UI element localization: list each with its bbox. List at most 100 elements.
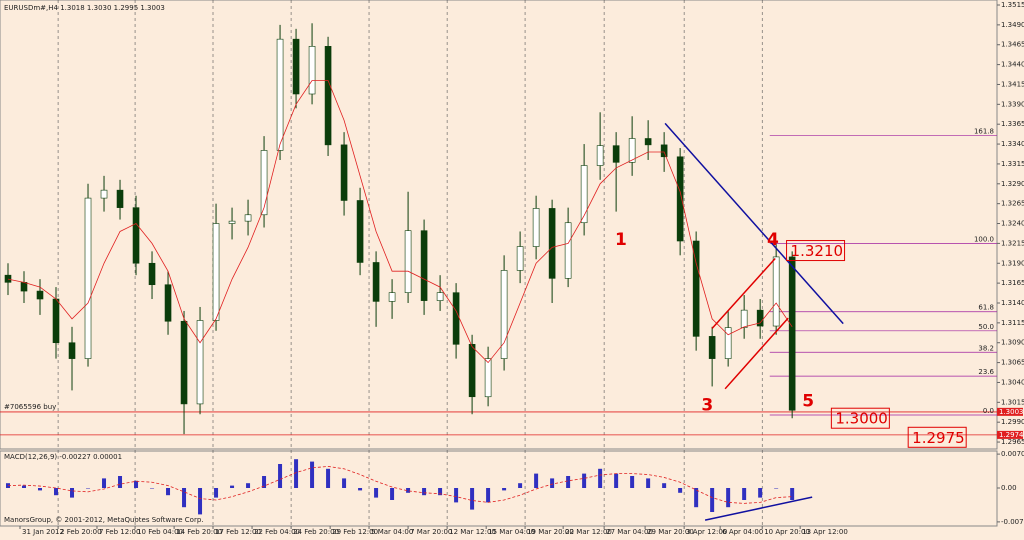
macd-bar bbox=[246, 483, 251, 488]
macd-bar bbox=[342, 478, 347, 488]
candle-body bbox=[740, 309, 748, 328]
candle-body bbox=[116, 189, 124, 208]
candle-body bbox=[580, 165, 588, 224]
price-box bbox=[786, 240, 846, 262]
macd-bar bbox=[294, 459, 299, 488]
candle-body bbox=[100, 189, 108, 199]
y2-tick-label: 0.00 bbox=[1001, 484, 1017, 492]
macd-bar bbox=[646, 478, 651, 488]
macd-bar bbox=[326, 468, 331, 488]
price-tag-label: 1.2974 bbox=[999, 431, 1024, 439]
macd-bar bbox=[662, 483, 667, 488]
macd-bar bbox=[102, 478, 107, 488]
macd-trendline bbox=[704, 496, 813, 521]
trendline bbox=[711, 257, 776, 329]
macd-bar bbox=[486, 488, 491, 503]
price-tag bbox=[997, 430, 1023, 439]
x-tick-label: 22 Mar 12:00 bbox=[565, 528, 612, 536]
candle-body bbox=[196, 320, 204, 405]
y-tick-label: 1.2965 bbox=[1001, 438, 1024, 446]
macd-bar bbox=[230, 485, 235, 488]
macd-bar bbox=[710, 488, 715, 512]
footer: ManorsGroup, © 2001-2012, MetaQuotes Sof… bbox=[4, 516, 204, 524]
candle-body bbox=[324, 46, 332, 146]
y-tick-label: 1.3090 bbox=[1001, 339, 1024, 347]
y-tick-label: 1.3290 bbox=[1001, 180, 1024, 188]
macd-bar bbox=[86, 488, 91, 489]
y-tick-label: 1.3140 bbox=[1001, 299, 1024, 307]
candle-body bbox=[708, 336, 716, 359]
macd-bar bbox=[550, 478, 555, 488]
candle-body bbox=[132, 207, 140, 264]
x-tick-label: 13 Apr 12:00 bbox=[802, 528, 848, 536]
candle-body bbox=[564, 222, 572, 279]
y-tick-label: 1.3215 bbox=[1001, 239, 1024, 247]
candle-body bbox=[756, 309, 764, 327]
wave-label: 5 bbox=[802, 392, 814, 412]
trendline bbox=[724, 317, 789, 390]
x-tick-label: 12 Mar 12:00 bbox=[449, 528, 496, 536]
macd-bar bbox=[70, 488, 75, 498]
y-tick-label: 1.3040 bbox=[1001, 378, 1024, 386]
macd-bar bbox=[502, 488, 507, 491]
x-tick-label: 22 Feb 04:00 bbox=[254, 528, 300, 536]
macd-bar bbox=[214, 488, 219, 498]
candle-body bbox=[436, 292, 444, 301]
x-tick-label: 6 Apr 04:00 bbox=[722, 528, 763, 536]
macd-bar bbox=[406, 488, 411, 493]
candle-body bbox=[676, 156, 684, 242]
candle-body bbox=[340, 144, 348, 201]
macd-bar bbox=[774, 488, 779, 489]
y-tick-label: 1.2990 bbox=[1001, 418, 1024, 426]
macd-bar bbox=[38, 488, 43, 491]
macd-bar bbox=[438, 488, 443, 496]
macd-bar bbox=[454, 488, 459, 503]
candle-body bbox=[180, 320, 188, 405]
candle-body bbox=[532, 208, 540, 247]
candle-body bbox=[164, 284, 172, 322]
y-tick-label: 1.3190 bbox=[1001, 259, 1024, 267]
macd-bar bbox=[262, 476, 267, 488]
macd-bar bbox=[374, 488, 379, 498]
x-tick-label: 5 Mar 04:00 bbox=[371, 528, 413, 536]
x-tick-label: 14 Feb 20:00 bbox=[176, 528, 222, 536]
candle-body bbox=[20, 282, 28, 292]
y2-tick-label: 0.00706 bbox=[1001, 450, 1024, 458]
fib-label: 100.0 bbox=[974, 235, 994, 243]
macd-bar bbox=[678, 488, 683, 493]
fib-label: 61.8 bbox=[978, 304, 994, 312]
x-tick-label: 10 Feb 04:00 bbox=[137, 528, 183, 536]
price-tag-label: 1.3003 bbox=[999, 408, 1024, 416]
candle-body bbox=[372, 262, 380, 302]
candle-body bbox=[308, 46, 316, 95]
macd-bar bbox=[518, 483, 523, 488]
macd-bar bbox=[390, 488, 395, 500]
macd-bar bbox=[742, 488, 747, 500]
x-tick-label: 31 Jan 2012 bbox=[22, 528, 64, 536]
macd-bar bbox=[278, 464, 283, 488]
y-tick-label: 1.3315 bbox=[1001, 160, 1024, 168]
price-box bbox=[830, 407, 890, 429]
price-box-label: 1.3210 bbox=[791, 242, 844, 260]
macd-bar bbox=[118, 476, 123, 488]
candle-body bbox=[500, 270, 508, 359]
macd-bar bbox=[22, 485, 27, 488]
macd-bar bbox=[582, 473, 587, 488]
x-tick-label: 3 Apr 12:00 bbox=[686, 528, 727, 536]
candle-body bbox=[660, 144, 668, 158]
fib-label: 0.0 bbox=[983, 407, 994, 415]
candle-body bbox=[516, 246, 524, 271]
candle-body bbox=[84, 197, 92, 359]
y-tick-label: 1.3490 bbox=[1001, 21, 1024, 29]
y-tick-label: 1.3065 bbox=[1001, 359, 1024, 367]
candle-body bbox=[4, 274, 12, 283]
macd-bar bbox=[758, 488, 763, 498]
fib-label: 38.2 bbox=[978, 344, 994, 352]
macd-bar bbox=[150, 488, 155, 489]
candle-body bbox=[148, 262, 156, 286]
price-box-label: 1.2975 bbox=[912, 429, 965, 447]
trendline bbox=[664, 122, 844, 325]
macd-bar bbox=[134, 480, 139, 488]
y-tick-label: 1.3365 bbox=[1001, 120, 1024, 128]
